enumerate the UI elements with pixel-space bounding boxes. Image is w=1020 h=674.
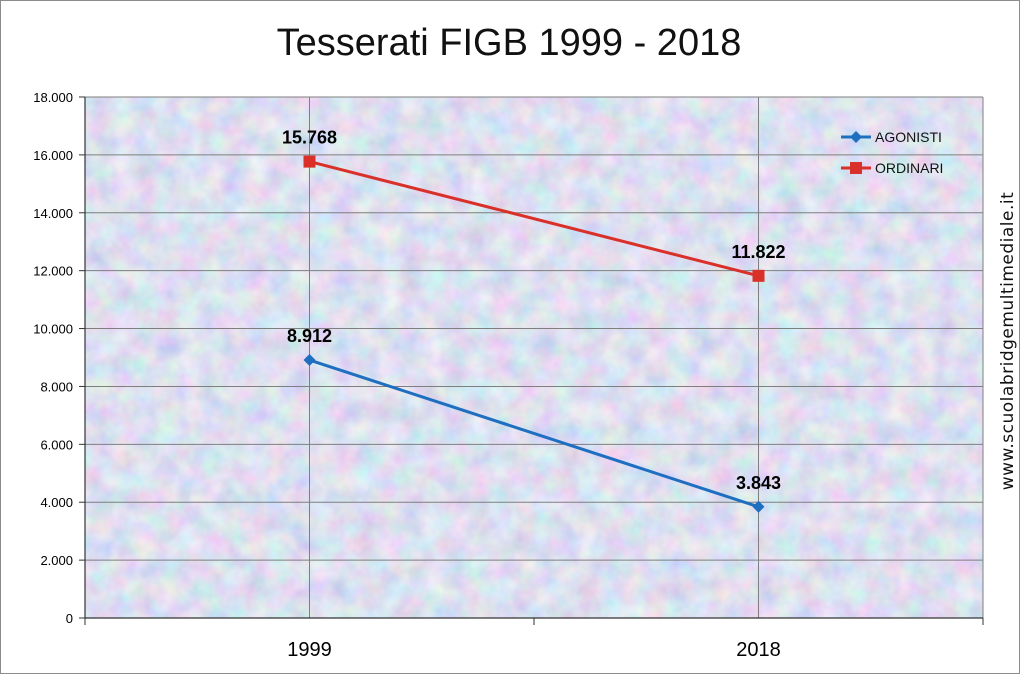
- data-label-ordinari: 11.822: [731, 242, 785, 262]
- series-line-agonisti: [309, 358, 759, 509]
- series: [303, 155, 765, 513]
- legend-swatch-marker: [850, 131, 862, 143]
- y-tick-label: 10.000: [33, 322, 73, 337]
- legend-swatch-marker: [850, 162, 862, 174]
- y-tick-label: 12.000: [33, 264, 73, 279]
- y-axis-ticks: 0 2.000 4.000 6.000 8.000 10.000 12.000 14.000 1…: [33, 90, 85, 626]
- legend[interactable]: AGONISTI ORDINARI: [841, 129, 943, 176]
- series-agonisti: [303, 354, 765, 513]
- y-tick-label: 14.000: [33, 206, 73, 221]
- data-label-ordinari: 15.768: [282, 128, 337, 148]
- data-labels: 8.912 3.843 15.768 11.822: [282, 128, 786, 493]
- data-point-agonisti: [303, 354, 316, 367]
- series-line-ordinari: [309, 160, 759, 278]
- y-tick-label: 6.000: [40, 437, 73, 452]
- y-tick-label: 0: [66, 611, 73, 626]
- gridlines: [85, 96, 984, 618]
- y-tick-label: 2.000: [40, 553, 73, 568]
- legend-item-ordinari[interactable]: ORDINARI: [841, 160, 943, 176]
- y-tick-label: 4.000: [40, 495, 73, 510]
- data-point-agonisti: [752, 500, 765, 513]
- x-tick-label: 1999: [287, 639, 332, 661]
- watermark-url: www.scuolabridgemultimediale.it: [998, 192, 1018, 491]
- chart-title: Tesserati FIGB 1999 - 2018: [277, 22, 742, 64]
- series-ordinari: [303, 155, 765, 282]
- plot-area-background: [85, 97, 983, 618]
- y-tick-label: 16.000: [33, 148, 73, 163]
- data-label-agonisti: 3.843: [736, 473, 781, 493]
- data-point-ordinari: [303, 155, 316, 168]
- data-point-ordinari: [752, 269, 765, 282]
- y-tick-label: 8.000: [40, 379, 73, 394]
- legend-label: AGONISTI: [875, 129, 942, 145]
- x-axis-ticks: 1999 2018: [84, 618, 984, 661]
- legend-item-agonisti[interactable]: AGONISTI: [841, 129, 942, 145]
- legend-label: ORDINARI: [875, 160, 943, 176]
- y-tick-label: 18.000: [33, 90, 73, 105]
- data-label-agonisti: 8.912: [287, 326, 332, 346]
- x-tick-label: 2018: [736, 639, 781, 661]
